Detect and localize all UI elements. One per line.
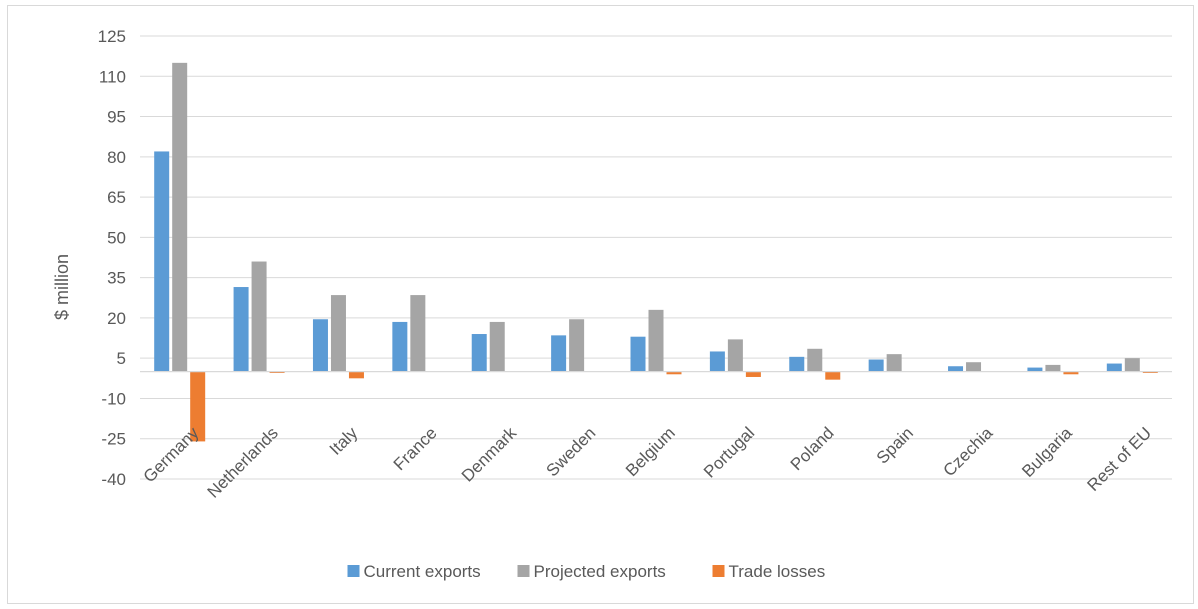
x-tick-label: Sweden xyxy=(543,423,600,480)
x-tick-label: Netherlands xyxy=(204,423,282,501)
y-tick-label: 20 xyxy=(107,309,126,328)
y-tick-label: 80 xyxy=(107,148,126,167)
bar-projected-exports xyxy=(330,295,346,372)
legend-item: Current exports xyxy=(347,562,481,581)
bar-trade-losses xyxy=(825,371,841,380)
bar-current-exports xyxy=(1027,367,1043,372)
bar-projected-exports xyxy=(807,348,823,372)
y-tick-label: 95 xyxy=(107,108,126,127)
y-tick-label: -25 xyxy=(101,430,126,449)
bar-current-exports xyxy=(868,359,884,372)
x-tick-label: Czechia xyxy=(940,423,997,480)
y-tick-label: 65 xyxy=(107,188,126,207)
bar-current-exports xyxy=(789,356,805,372)
x-tick-labels: Germany Netherlands Italy France Denmark Swed… xyxy=(140,423,1155,502)
bar-projected-exports xyxy=(1124,358,1140,372)
legend-item: Projected exports xyxy=(517,562,666,581)
y-tick-label: -10 xyxy=(101,389,126,408)
bar-current-exports xyxy=(233,287,249,372)
bars xyxy=(154,62,1158,442)
legend-swatch xyxy=(517,565,530,577)
bar-trade-losses xyxy=(348,371,364,379)
x-tick-label: Spain xyxy=(873,423,917,467)
y-tick-label: 110 xyxy=(99,67,126,86)
bar-projected-exports xyxy=(727,339,743,372)
x-tick-label: Italy xyxy=(326,423,362,459)
bar-projected-exports xyxy=(569,319,585,372)
y-tick-label: 35 xyxy=(107,269,126,288)
legend-label: Trade losses xyxy=(729,562,826,581)
legend-item: Trade losses xyxy=(712,562,826,581)
y-tick-label: 5 xyxy=(117,349,126,368)
x-tick-label: France xyxy=(390,423,441,474)
legend: Current exports Projected exports Trade lo… xyxy=(347,562,826,581)
x-tick-label: Belgium xyxy=(622,423,679,480)
bar-trade-losses xyxy=(1063,371,1079,375)
x-tick-label: Denmark xyxy=(458,423,521,486)
bar-current-exports xyxy=(1106,363,1122,372)
y-tick-labels: 125 110 95 80 65 50 35 20 5 -10 -25 -40 xyxy=(98,27,126,489)
bar-current-exports xyxy=(551,335,567,372)
x-tick-label: Germany xyxy=(140,423,203,486)
x-tick-label: Rest of EU xyxy=(1084,423,1156,495)
y-axis-title: $ million xyxy=(52,254,72,320)
bar-projected-exports xyxy=(251,261,267,372)
legend-swatch xyxy=(347,565,360,577)
bar-trade-losses xyxy=(269,371,285,373)
bar-trade-losses xyxy=(745,371,761,377)
bar-trade-losses xyxy=(190,371,206,442)
legend-swatch xyxy=(712,565,725,577)
y-tick-label: 50 xyxy=(107,228,126,247)
chart-area xyxy=(7,5,1194,604)
bar-projected-exports xyxy=(410,295,426,372)
bar-current-exports xyxy=(312,319,328,372)
y-tick-label: 125 xyxy=(98,27,126,46)
bar-projected-exports xyxy=(648,309,664,372)
bar-current-exports xyxy=(392,321,408,372)
legend-label: Projected exports xyxy=(534,562,666,581)
bar-current-exports xyxy=(471,334,487,372)
bar-current-exports xyxy=(630,336,646,372)
legend-label: Current exports xyxy=(364,562,481,581)
bar-current-exports xyxy=(154,151,170,372)
bar-projected-exports xyxy=(966,362,982,372)
bar-projected-exports xyxy=(886,354,902,372)
bar-projected-exports xyxy=(172,62,188,372)
bar-trade-losses xyxy=(1142,371,1158,373)
bar-current-exports xyxy=(948,366,964,372)
x-tick-label: Bulgaria xyxy=(1018,423,1076,481)
x-tick-label: Poland xyxy=(787,423,838,474)
bar-projected-exports xyxy=(1045,364,1061,372)
bar-current-exports xyxy=(709,351,725,372)
gridlines xyxy=(140,35,1172,480)
x-tick-label: Portugal xyxy=(700,423,758,481)
bar-trade-losses xyxy=(666,371,682,375)
bar-projected-exports xyxy=(489,321,505,372)
y-tick-label: -40 xyxy=(101,470,126,489)
